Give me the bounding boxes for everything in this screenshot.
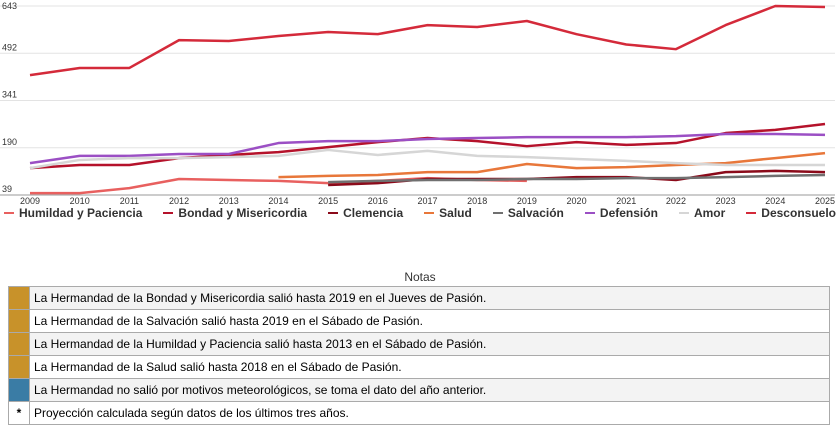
legend-label: Defensión	[599, 206, 658, 220]
x-tick-label: 2014	[268, 196, 288, 205]
x-tick-label: 2009	[20, 196, 40, 205]
legend-item: Desconsuelo	[746, 206, 836, 220]
legend-item: Amor	[678, 206, 726, 220]
x-tick-label: 2017	[417, 196, 437, 205]
legend-item: Humildad y Paciencia	[4, 206, 142, 220]
note-marker	[8, 309, 30, 333]
legend-swatch	[163, 212, 174, 214]
note-marker	[8, 286, 30, 310]
legend-swatch	[584, 212, 595, 214]
x-tick-label: 2022	[666, 196, 686, 205]
legend-swatch	[746, 212, 757, 214]
legend-swatch	[678, 212, 689, 214]
x-tick-label: 2012	[169, 196, 189, 205]
notes-table: La Hermandad de la Bondad y Misericordia…	[8, 286, 830, 425]
x-tick-label: 2024	[765, 196, 785, 205]
note-text: La Hermandad de la Salud salió hasta 201…	[29, 355, 830, 379]
legend-swatch	[424, 212, 435, 214]
x-tick-label: 2015	[318, 196, 338, 205]
y-tick-label: 492	[2, 42, 17, 52]
legend-item: Clemencia	[328, 206, 403, 220]
note-row: La Hermandad de la Salvación salió hasta…	[8, 309, 830, 333]
legend-label: Clemencia	[343, 206, 404, 220]
x-tick-label: 2011	[120, 196, 139, 205]
legend-item: Salud	[424, 206, 472, 220]
note-marker	[8, 332, 30, 356]
legend-label: Salud	[439, 206, 472, 220]
legend-item: Salvación	[492, 206, 564, 220]
note-row: La Hermandad no salió por motivos meteor…	[8, 378, 830, 402]
x-tick-label: 2020	[567, 196, 587, 205]
legend-label: Bondad y Misericordia	[178, 206, 308, 220]
note-marker	[8, 378, 30, 402]
note-row: * Proyección calculada según datos de los…	[8, 401, 830, 425]
series-line	[29, 4, 826, 77]
series-line	[29, 132, 826, 165]
note-text: La Hermandad de la Bondad y Misericordia…	[29, 286, 830, 310]
series-line	[29, 122, 826, 170]
x-tick-label: 2016	[368, 196, 388, 205]
note-marker	[8, 355, 30, 379]
chart: 39 190 341 492 643 2009 2010 2011 2012 2013 2014 20…	[0, 1, 835, 205]
note-text: Proyección calculada según datos de los …	[29, 401, 830, 425]
x-tick-label: 2023	[716, 196, 736, 205]
series-line	[29, 148, 825, 170]
legend-label: Humildad y Paciencia	[19, 206, 143, 220]
x-tick-label: 2025	[815, 196, 835, 205]
series-line	[328, 173, 826, 184]
y-tick-label: 341	[2, 90, 17, 100]
legend: Humildad y Paciencia Bondad y Misericordi…	[0, 206, 840, 220]
legend-swatch	[492, 212, 503, 214]
notes-title: Notas	[404, 270, 436, 284]
x-tick-label: 2010	[70, 196, 90, 205]
note-text: La Hermandad no salió por motivos meteor…	[29, 378, 830, 402]
note-text: La Hermandad de la Humildad y Paciencia …	[29, 332, 830, 356]
legend-label: Salvación	[507, 206, 564, 220]
note-row: La Hermandad de la Humildad y Paciencia …	[8, 332, 830, 356]
x-tick-label: 2018	[467, 196, 487, 205]
legend-swatch	[328, 212, 339, 214]
y-tick-label: 643	[2, 1, 17, 11]
x-tick-label: 2019	[517, 196, 537, 205]
legend-label: Desconsuelo	[761, 206, 836, 220]
legend-item: Defensión	[584, 206, 658, 220]
legend-item: Bondad y Misericordia	[163, 206, 307, 220]
note-row: La Hermandad de la Bondad y Misericordia…	[8, 286, 830, 310]
x-tick-label: 2021	[616, 196, 636, 205]
note-marker: *	[8, 401, 30, 425]
y-tick-label: 39	[2, 184, 12, 194]
note-text: La Hermandad de la Salvación salió hasta…	[29, 309, 830, 333]
series-line	[278, 151, 826, 179]
x-tick-label: 2013	[219, 196, 239, 205]
note-row: La Hermandad de la Salud salió hasta 201…	[8, 355, 830, 379]
y-tick-label: 190	[2, 137, 17, 147]
legend-swatch	[4, 212, 14, 214]
legend-label: Amor	[693, 206, 726, 220]
